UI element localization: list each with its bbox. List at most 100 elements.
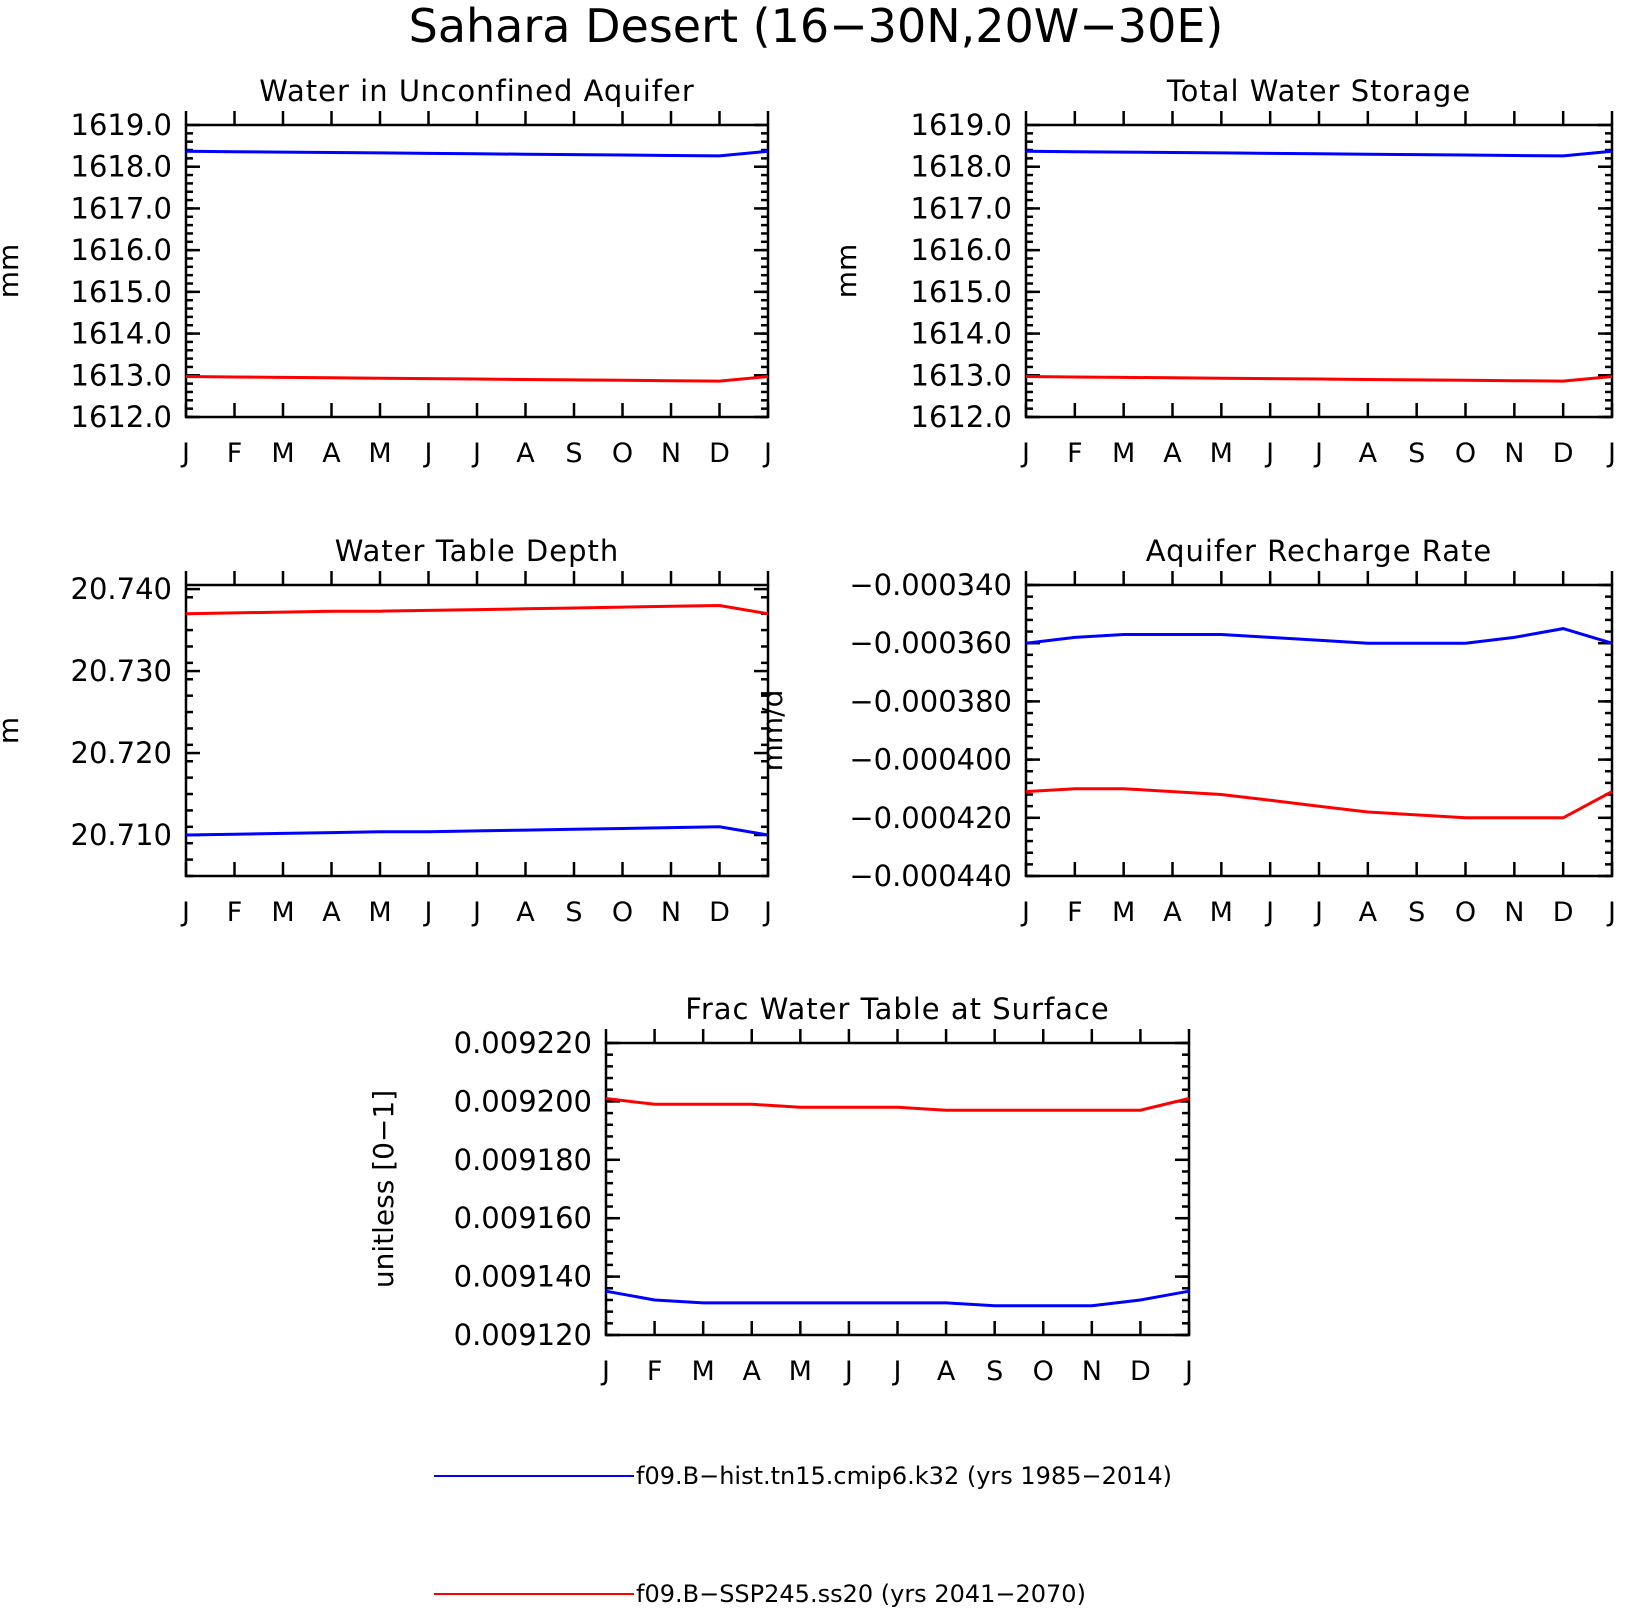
x-tick-label: M [368, 897, 391, 928]
y-tick-label: 1618.0 [911, 150, 1012, 184]
y-tick-label: 0.009160 [454, 1201, 592, 1235]
x-tick-label: D [709, 438, 730, 469]
x-tick-label: M [1112, 438, 1135, 469]
x-tick-label: S [1408, 897, 1425, 928]
x-tick-label: J [423, 438, 433, 469]
x-tick-label: M [271, 897, 294, 928]
y-tick-label: −0.000440 [849, 859, 1012, 893]
y-tick-label: 1617.0 [911, 191, 1012, 225]
x-tick-label: A [1163, 897, 1182, 928]
y-tick-label: 1619.0 [71, 108, 172, 142]
y-tick-label: 0.009120 [454, 1318, 592, 1352]
y-axis-label: mm/d [756, 690, 789, 772]
x-tick-label: J [180, 438, 190, 469]
y-tick-label: 0.009140 [454, 1260, 592, 1294]
plot-frame [1024, 583, 1614, 878]
x-tick-label: J [1606, 897, 1616, 928]
x-tick-label: J [1606, 438, 1616, 469]
y-tick-label: 20.730 [71, 654, 172, 688]
y-tick-label: −0.000400 [849, 743, 1012, 777]
x-tick-label: J [1313, 438, 1323, 469]
x-tick-label: J [892, 1356, 902, 1387]
x-tick-label: D [709, 897, 730, 928]
x-tick-label: J [843, 1356, 853, 1387]
x-tick-label: M [1210, 897, 1233, 928]
y-tick-label: 1614.0 [71, 317, 172, 351]
x-tick-label: J [1264, 897, 1274, 928]
x-tick-label: A [516, 897, 535, 928]
y-tick-label: 1612.0 [71, 400, 172, 434]
x-tick-label: J [1264, 438, 1274, 469]
x-tick-label: S [565, 438, 582, 469]
x-tick-label: D [1130, 1356, 1151, 1387]
y-tick-label: 1617.0 [71, 191, 172, 225]
x-tick-label: O [1455, 897, 1476, 928]
x-tick-label: J [1313, 897, 1323, 928]
y-tick-label: 1612.0 [911, 400, 1012, 434]
x-tick-label: M [271, 438, 294, 469]
panel-title: Total Water Storage [1166, 74, 1471, 108]
series-line-ssp [185, 375, 769, 383]
x-tick-label: F [1067, 438, 1083, 469]
x-tick-label: N [661, 897, 681, 928]
x-tick-label: D [1553, 897, 1574, 928]
y-axis-label: mm [830, 244, 863, 299]
x-tick-label: O [612, 897, 633, 928]
x-tick-label: F [227, 897, 243, 928]
x-tick-label: M [1112, 897, 1135, 928]
y-tick-label: 1615.0 [911, 275, 1012, 309]
y-tick-label: −0.000360 [849, 626, 1012, 660]
panel-title: Aquifer Recharge Rate [1146, 534, 1493, 568]
x-tick-label: A [1163, 438, 1182, 469]
series-line-ssp [605, 1097, 1190, 1112]
x-tick-label: S [986, 1356, 1003, 1387]
y-tick-label: 1613.0 [911, 358, 1012, 392]
plot-frame [184, 123, 770, 419]
y-tick-label: −0.000340 [849, 568, 1012, 602]
y-tick-label: 20.740 [71, 572, 172, 606]
x-tick-label: F [227, 438, 243, 469]
x-tick-label: N [1082, 1356, 1102, 1387]
legend: f09.B−hist.tn15.cmip6.k32 (yrs 1985−2014… [434, 1462, 1172, 1608]
x-tick-label: J [423, 897, 433, 928]
x-tick-label: J [180, 897, 190, 928]
x-tick-label: S [1408, 438, 1425, 469]
y-axis-label: mm [0, 244, 25, 299]
y-tick-label: 1615.0 [71, 275, 172, 309]
x-tick-label: A [743, 1356, 762, 1387]
x-tick-label: J [1020, 438, 1030, 469]
x-tick-label: A [1359, 438, 1378, 469]
y-tick-label: −0.000420 [849, 801, 1012, 835]
panel-title: Water Table Depth [335, 534, 620, 568]
y-tick-label: 1613.0 [71, 358, 172, 392]
series-line-ssp [185, 603, 769, 616]
x-tick-label: F [1067, 897, 1083, 928]
x-tick-label: J [762, 438, 772, 469]
panel-title: Water in Unconfined Aquifer [259, 74, 695, 108]
plot-frame [604, 1041, 1191, 1337]
series-line-hist [185, 149, 769, 158]
x-tick-label: J [471, 897, 481, 928]
y-tick-label: 1616.0 [911, 233, 1012, 267]
x-tick-label: J [1183, 1356, 1193, 1387]
x-tick-label: J [471, 438, 481, 469]
y-tick-label: 1618.0 [71, 150, 172, 184]
y-tick-label: 0.009180 [454, 1143, 592, 1177]
series-line-ssp [1025, 375, 1613, 383]
y-tick-label: 1619.0 [911, 108, 1012, 142]
legend-label: f09.B−SSP245.ss20 (yrs 2041−2070) [636, 1580, 1086, 1608]
y-tick-label: 1616.0 [71, 233, 172, 267]
y-tick-label: 1614.0 [911, 317, 1012, 351]
y-tick-label: 0.009200 [454, 1084, 592, 1118]
y-tick-label: 0.009220 [454, 1026, 592, 1060]
y-tick-label: 20.710 [71, 818, 172, 852]
x-tick-label: J [762, 897, 772, 928]
y-tick-label: 20.720 [71, 736, 172, 770]
x-tick-label: M [692, 1356, 715, 1387]
x-tick-label: J [600, 1356, 610, 1387]
series-line-hist [185, 825, 769, 837]
